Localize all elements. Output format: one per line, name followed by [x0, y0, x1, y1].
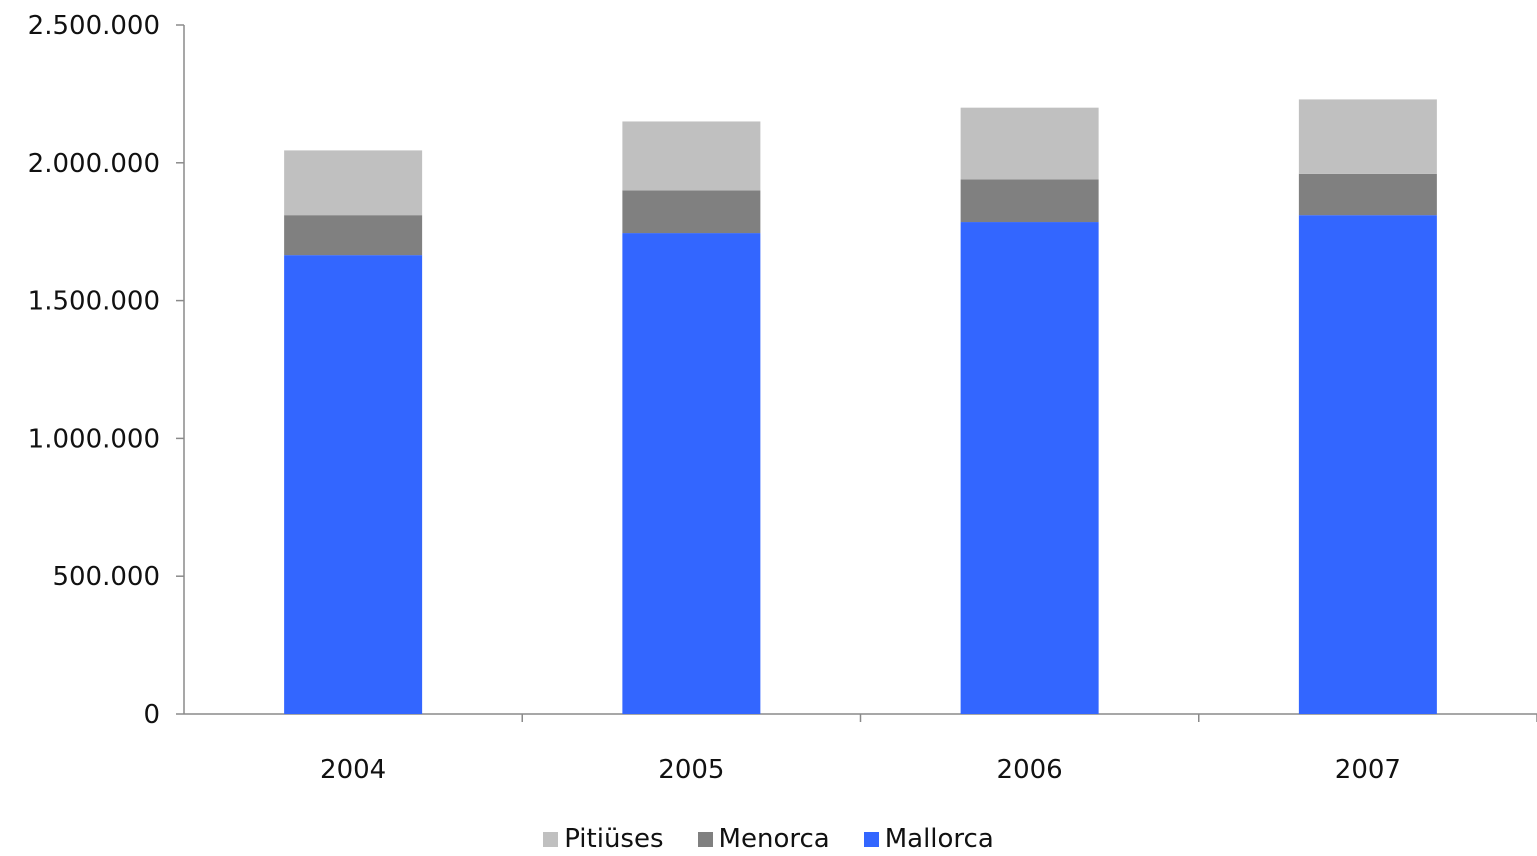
bar-piti-ses-2007 — [1298, 99, 1437, 174]
x-tick-label-2007: 2007 — [1335, 755, 1401, 785]
bar-mallorca-2006 — [960, 222, 1099, 714]
bar-mallorca-2005 — [622, 233, 761, 714]
bar-mallorca-2004 — [284, 255, 423, 714]
bar-menorca-2007 — [1298, 173, 1437, 216]
y-tick-label: 2.500.000 — [28, 11, 160, 41]
y-tick-label: 0 — [143, 700, 160, 730]
legend-swatch — [697, 831, 713, 847]
legend-item-mallorca: Mallorca — [863, 824, 994, 854]
chart-legend: Pitiüses Menorca Mallorca — [0, 822, 1537, 856]
bar-piti-ses-2004 — [284, 150, 423, 216]
y-tick-label: 1.500.000 — [28, 287, 160, 317]
x-tick-label-2004: 2004 — [320, 755, 386, 785]
bar-piti-ses-2005 — [622, 121, 761, 191]
y-tick-label: 2.000.000 — [28, 149, 160, 179]
x-tick-label-2005: 2005 — [658, 755, 724, 785]
bar-menorca-2006 — [960, 179, 1099, 223]
legend-label: Pitiüses — [564, 824, 664, 854]
legend-item-menorca: Menorca — [697, 824, 830, 854]
bar-menorca-2005 — [622, 190, 761, 234]
bar-menorca-2004 — [284, 215, 423, 256]
legend-swatch — [543, 831, 559, 847]
legend-label: Menorca — [718, 824, 830, 854]
legend-item-piti-ses: Pitiüses — [543, 824, 664, 854]
stacked-bar-chart: 0 500.000 1.000.000 1.500.000 2.000.000 2.500… — [28, 11, 1537, 785]
legend-swatch — [863, 831, 879, 847]
bar-piti-ses-2006 — [960, 107, 1099, 180]
y-tick-label: 500.000 — [52, 562, 160, 592]
legend-label: Mallorca — [884, 824, 994, 854]
y-tick-label: 1.000.000 — [28, 424, 160, 454]
bar-mallorca-2007 — [1298, 215, 1437, 714]
x-tick-label-2006: 2006 — [997, 755, 1063, 785]
